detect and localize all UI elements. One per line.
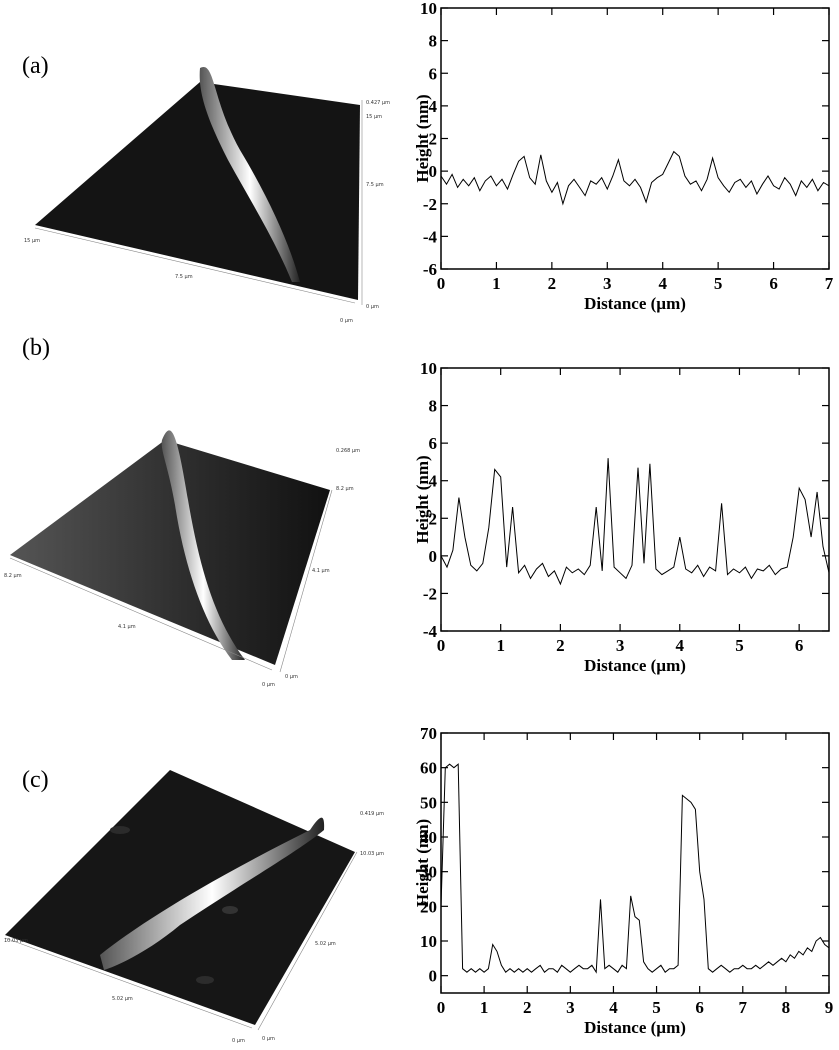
y-tick-label: 2	[429, 130, 438, 149]
afm-label: 7.5 µm	[366, 182, 384, 188]
y-tick-label: 4	[429, 472, 438, 491]
x-tick-label: 5	[652, 998, 661, 1017]
x-tick-label: 9	[825, 998, 834, 1017]
line-chart: -4 -2 0 2 4 6 8 10 0 1 2 3 4 5 6 Distance (µm) Height (n…	[413, 359, 830, 675]
x-tick-label: 6	[795, 636, 804, 655]
y-tick-label: 70	[420, 724, 437, 743]
x-axis-title: Distance (µm)	[584, 1018, 686, 1037]
x-tick-label: 1	[480, 998, 489, 1017]
y-tick-label: 0	[429, 967, 438, 986]
x-tick-label: 6	[769, 274, 778, 293]
data-line	[440, 150, 830, 206]
afm-image-b: (b) 0.268 µm 8.2 µm 4.1 µm 0 µm 8.2 µm 4…	[4, 335, 360, 688]
afm-image-a: (a) 0.427 µm 15 µm 7.5 µm 0 µm 15 µm 7.5…	[22, 53, 390, 324]
afm-label: 15 µm	[366, 114, 382, 120]
y-tick-label: -6	[423, 260, 437, 279]
afm-image-c: (c) 0.419 µm 10.03 µm 5.02 µm 0 µm 10.03…	[4, 767, 384, 1044]
y-tick-label: 0	[429, 162, 438, 181]
y-axis-title: Height (nm)	[413, 94, 432, 182]
y-axis-title: Height (nm)	[413, 455, 432, 543]
afm-label: 0.419 µm	[360, 811, 384, 817]
y-tick-label: 20	[420, 897, 437, 916]
y-axis-title: Height (nm)	[413, 819, 432, 907]
y-tick-label: -4	[423, 622, 438, 641]
afm-label: 0 µm	[340, 318, 353, 324]
plot-frame	[440, 732, 830, 994]
y-tick-label: -2	[423, 195, 437, 214]
data-line	[440, 458, 830, 586]
afm-label: 7.5 µm	[175, 274, 193, 280]
y-tick-label: 6	[429, 64, 438, 83]
afm-label: 8.2 µm	[336, 486, 354, 492]
plot-frame	[440, 367, 830, 632]
x-tick-label: 4	[676, 636, 685, 655]
x-tick-label: 3	[603, 274, 612, 293]
afm-label: 10.03 µm	[360, 851, 384, 857]
panel-label: (b)	[22, 335, 50, 361]
x-tick-label: 7	[825, 274, 834, 293]
afm-label: 0 µm	[285, 674, 298, 680]
afm-label: 5.02 µm	[112, 996, 133, 1002]
y-tick-label: 10	[420, 932, 437, 951]
x-tick-label: 0	[437, 998, 446, 1017]
x-tick-label: 7	[739, 998, 748, 1017]
y-tick-label: 60	[420, 759, 437, 778]
y-tick-label: 4	[429, 97, 438, 116]
afm-label: 15 µm	[24, 238, 40, 244]
plot-frame	[440, 7, 830, 270]
line-chart: -6 -4 -2 0 2 4 6 8 10 0 1 2 3 4 5 6 7 Distance (µm) Height…	[413, 0, 834, 313]
panel-label: (a)	[22, 53, 49, 79]
x-tick-label: 6	[695, 998, 704, 1017]
x-tick-label: 4	[609, 998, 618, 1017]
afm-label: 8.2 µm	[4, 573, 22, 579]
y-tick-label: 10	[420, 359, 437, 378]
afm-label: 0 µm	[262, 682, 275, 688]
y-tick-label: 2	[429, 509, 438, 528]
afm-label: 5.02 µm	[315, 941, 336, 947]
x-tick-label: 0	[437, 274, 446, 293]
afm-label: 0 µm	[366, 304, 379, 310]
x-tick-label: 1	[496, 636, 505, 655]
x-axis-title: Distance (µm)	[584, 294, 686, 313]
afm-label: 0.268 µm	[336, 448, 360, 454]
x-tick-label: 2	[523, 998, 532, 1017]
y-tick-label: -2	[423, 584, 437, 603]
afm-label: 0 µm	[262, 1036, 275, 1042]
x-tick-label: 4	[658, 274, 667, 293]
x-axis-title: Distance (µm)	[584, 656, 686, 675]
afm-label: 0.427 µm	[366, 100, 390, 106]
afm-label: 0 µm	[232, 1038, 245, 1044]
x-tick-label: 1	[492, 274, 501, 293]
x-tick-label: 8	[782, 998, 791, 1017]
y-tick-label: 8	[429, 32, 438, 51]
y-tick-label: 30	[420, 863, 437, 882]
afm-label: 10.03 µm	[4, 938, 28, 944]
x-tick-label: 3	[616, 636, 625, 655]
y-tick-label: 50	[420, 793, 437, 812]
panel-label: (c)	[22, 767, 49, 793]
x-tick-label: 5	[714, 274, 723, 293]
afm-label: 4.1 µm	[118, 624, 136, 630]
data-line	[440, 763, 830, 974]
x-tick-label: 2	[548, 274, 557, 293]
y-tick-label: 10	[420, 0, 437, 18]
x-tick-label: 0	[437, 636, 446, 655]
y-tick-label: 0	[429, 547, 438, 566]
x-tick-label: 2	[556, 636, 565, 655]
x-tick-label: 5	[735, 636, 744, 655]
y-tick-label: 8	[429, 397, 438, 416]
line-chart: 0 10 20 30 40 50 60 70 0 1 2 3 4 5 6 7 8 9 Distance (µm) He…	[413, 724, 833, 1037]
y-tick-label: 6	[429, 434, 438, 453]
y-tick-label: -4	[423, 227, 438, 246]
afm-label: 4.1 µm	[312, 568, 330, 574]
x-tick-label: 3	[566, 998, 575, 1017]
y-tick-label: 40	[420, 828, 437, 847]
